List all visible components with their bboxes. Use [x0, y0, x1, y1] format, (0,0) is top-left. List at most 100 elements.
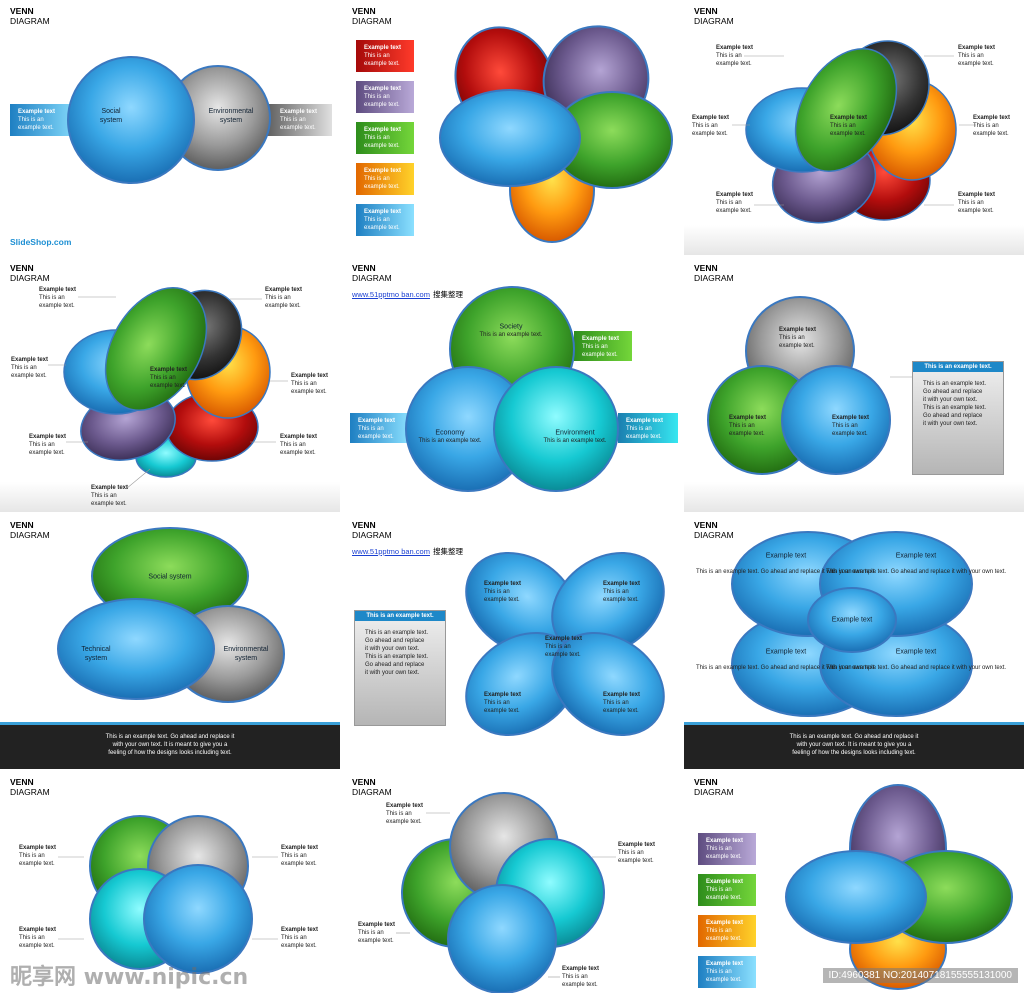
- social-system-label: Social system: [99, 108, 123, 124]
- slide-3: VENN DIAGRAM Example text This is an examp…: [684, 0, 1024, 255]
- bar-blue: [350, 413, 410, 443]
- blue-label: Example text This is an example text.: [832, 415, 870, 437]
- center-label: Example text This is an example text.: [830, 115, 868, 137]
- slide-5: VENN DIAGRAM www.51pptmo ban.com 搜集整理 Exam…: [342, 257, 682, 512]
- environmental-system-label: Environmental system: [208, 108, 254, 124]
- circle-blue: [143, 864, 253, 974]
- label: Example text This is an example text.: [11, 357, 49, 379]
- label-right: Example text This is an example text.: [280, 109, 318, 131]
- slide-8: VENN DIAGRAM www.51pptmo ban.com 搜集整理 This…: [342, 514, 682, 769]
- source-link[interactable]: www.51pptmo ban.com 搜集整理: [352, 547, 463, 556]
- label: Example text This is an example text.: [618, 842, 656, 864]
- label: Example text This is an example text.: [973, 115, 1011, 137]
- swatch-orange: [698, 915, 756, 947]
- label: Example text This is an example text.: [484, 581, 522, 603]
- swatch-blue: [356, 204, 414, 236]
- image-id-watermark: ID:4960381 NO:20140718155555131000: [822, 968, 1018, 983]
- source-link[interactable]: www.51pptmo ban.com 搜集整理: [352, 290, 463, 299]
- swatch-label: Example text This is an example text.: [364, 209, 402, 231]
- swatch-purple: [356, 81, 414, 113]
- label: Example text This is an example text.: [29, 434, 67, 456]
- swatch-label: Example text This is an example text.: [364, 86, 402, 108]
- footer-bar: This is an example text. Go ahead and re…: [684, 722, 1024, 769]
- slide-1: VENN DIAGRAM Example text This is an examp…: [0, 0, 340, 255]
- bar-label: Example text This is an example text.: [358, 418, 396, 440]
- label: Example text This is an example text.: [692, 115, 730, 137]
- technical-system-label: Technical system: [81, 646, 111, 662]
- label: Example text This is an example text.: [91, 485, 129, 507]
- label: Example text This is an example text.: [19, 845, 57, 867]
- ellipse-center: [807, 587, 897, 653]
- slide-title: VENN DIAGRAM: [694, 520, 734, 540]
- swatch-label: Example text This is an example text.: [364, 127, 402, 149]
- slide-title: VENN DIAGRAM: [352, 777, 392, 797]
- circle-environment: [493, 366, 619, 492]
- swatch-green: [698, 874, 756, 906]
- slide-12: VENN DIAGRAM Example text This is an examp…: [684, 771, 1024, 993]
- economy-label: Economy: [435, 429, 465, 437]
- swatch-label: Example text This is an example text.: [364, 45, 402, 67]
- bottom-left-body: This is an example text. Go ahead and re…: [695, 665, 877, 671]
- bottom-right-body: This is an example text. Go ahead and re…: [825, 665, 1007, 671]
- slide-2: VENN DIAGRAM Example text This is an examp…: [342, 0, 682, 255]
- label: Example text This is an example text.: [716, 45, 754, 67]
- swatch-label: Example text This is an example text.: [364, 168, 402, 190]
- swatch-label: Example text This is an example text.: [706, 838, 744, 860]
- slide-title: VENN DIAGRAM: [694, 263, 734, 283]
- environment-body: This is an example text.: [543, 438, 607, 444]
- society-label: Society: [499, 323, 523, 331]
- footer-bar: This is an example text. Go ahead and re…: [0, 722, 340, 769]
- bar-cyan: [618, 413, 678, 443]
- slide-title: VENN DIAGRAM: [10, 263, 50, 283]
- label: Example text This is an example text.: [484, 692, 522, 714]
- label: Example text This is an example text.: [603, 581, 641, 603]
- label: Example text This is an example text.: [19, 927, 57, 949]
- label: Example text This is an example text.: [265, 287, 303, 309]
- environmental-system-label: Environmental system: [223, 646, 269, 662]
- label: Example text This is an example text.: [39, 287, 77, 309]
- label: Example text This is an example text.: [281, 845, 319, 867]
- bar-label: Example text This is an example text.: [626, 418, 664, 440]
- environment-label: Environment: [555, 429, 595, 437]
- top-right-body: This is an example text. Go ahead and re…: [825, 569, 1007, 575]
- slide-title: VENN DIAGRAM: [694, 777, 734, 797]
- slide-title: VENN DIAGRAM: [352, 6, 392, 26]
- label: Example text This is an example text.: [958, 192, 996, 214]
- swatch-label: Example text This is an example text.: [706, 879, 744, 901]
- slide-10: VENN DIAGRAM Example text This is an examp…: [0, 771, 340, 993]
- economy-body: This is an example text.: [418, 438, 482, 444]
- petal-blue: [439, 89, 581, 187]
- slideshop-logo: SlideShop.com: [10, 237, 72, 247]
- slide-title: VENN DIAGRAM: [10, 777, 50, 797]
- swatch-label: Example text This is an example text.: [706, 961, 744, 983]
- grey-label: Example text This is an example text.: [779, 327, 817, 349]
- slide-4: VENN DIAGRAM Example text This is an examp…: [0, 257, 340, 512]
- label: Example text This is an example text.: [958, 45, 996, 67]
- swatch-orange: [356, 163, 414, 195]
- slide-title: VENN DIAGRAM: [352, 520, 392, 540]
- swatch-green: [356, 122, 414, 154]
- slide-title: VENN DIAGRAM: [352, 263, 392, 283]
- top-left-title: Example text: [765, 552, 807, 560]
- bottom-left-title: Example text: [765, 648, 807, 656]
- center-label: Example text This is an example text.: [545, 636, 583, 658]
- ellipse-technical: [57, 598, 215, 700]
- top-left-body: This is an example text. Go ahead and re…: [695, 569, 877, 575]
- slide-title: VENN DIAGRAM: [10, 6, 50, 26]
- green-label: Example text This is an example text.: [729, 415, 767, 437]
- circle-blue: [67, 56, 195, 184]
- bar-green: [574, 331, 632, 361]
- bar-grey: [262, 104, 332, 136]
- label: Example text This is an example text.: [291, 373, 329, 395]
- label: Example text This is an example text.: [358, 922, 396, 944]
- petal-blue: [785, 850, 927, 944]
- label: Example text This is an example text.: [386, 803, 424, 825]
- swatch-purple: [698, 833, 756, 865]
- circle-blue: [447, 884, 557, 993]
- text-panel: This is an example text. This is an exam…: [912, 361, 1004, 475]
- swatch-label: Example text This is an example text.: [706, 920, 744, 942]
- label-left: Example text This is an example text.: [18, 109, 56, 131]
- swatch-red: [356, 40, 414, 72]
- society-body: This is an example text.: [479, 332, 543, 338]
